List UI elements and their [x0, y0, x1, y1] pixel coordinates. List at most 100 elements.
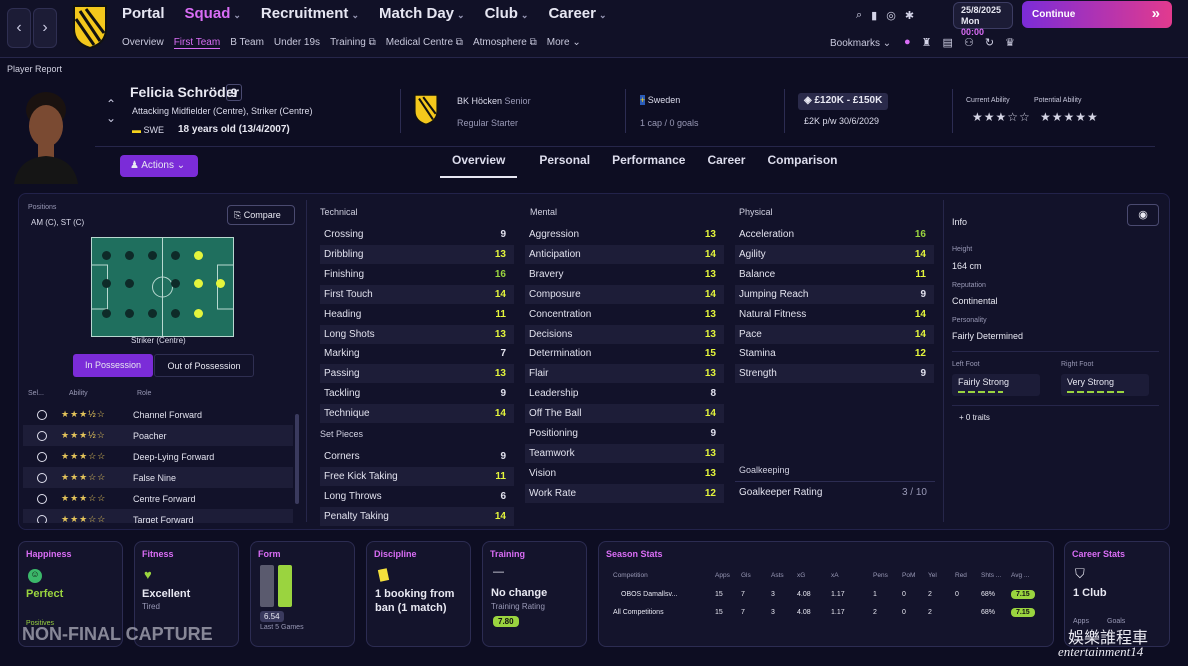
attribute-value: 14 — [704, 408, 716, 420]
training-card[interactable]: Training — No change Training Rating 7.8… — [482, 541, 587, 647]
fitness-card[interactable]: Fitness ♥ Excellent Tired — [134, 541, 239, 647]
attribute-value: 14 — [914, 328, 926, 340]
compare-button[interactable]: ⎘ Compare — [227, 205, 295, 225]
submenu-atmosphere-label: Atmosphere — [472, 37, 527, 48]
tab-overview[interactable]: Overview — [440, 153, 518, 178]
scrollbar[interactable] — [295, 414, 299, 504]
capture-watermark: NON-FINAL CAPTURE — [22, 624, 213, 644]
column-header: Apps — [715, 572, 730, 579]
date-display[interactable]: 25/8/2025 Mon 00:00 — [953, 2, 1013, 37]
role-row[interactable]: ★★★☆☆ Target Forward — [23, 509, 293, 523]
back-button[interactable]: ‹ — [7, 8, 31, 48]
actions-button[interactable]: ♟ Actions ⌄ — [120, 155, 198, 177]
submenu-more[interactable]: More ⌄ — [547, 37, 581, 49]
tab-bar: Overview Personal Performance Career Com… — [440, 153, 838, 178]
pitch-dot — [148, 251, 157, 260]
right-foot-box: Very Strong — [1061, 374, 1149, 396]
attribute-row: Passing 13 — [320, 364, 514, 384]
radio-button[interactable] — [37, 409, 47, 420]
stat-cell: 3 — [771, 609, 775, 616]
competition-name[interactable]: OBOS Damallsv... — [621, 591, 678, 598]
form-card[interactable]: Form 6.54 Last 5 Games — [250, 541, 355, 647]
refresh-icon[interactable]: ↻ — [984, 37, 995, 49]
menu-match-day[interactable]: Match Day ⌄ — [378, 5, 465, 22]
attribute-name: Bravery — [529, 268, 564, 280]
role-row[interactable]: ★★★☆☆ Deep-Lying Forward — [23, 446, 293, 467]
submenu-overview[interactable]: Overview — [122, 37, 164, 48]
happiness-value: Perfect — [26, 588, 64, 600]
attribute-value: 13 — [704, 368, 716, 380]
happiness-card[interactable]: Happiness ☺ Perfect Positives — [18, 541, 123, 647]
tab-personal[interactable]: Personal — [539, 153, 591, 167]
document-icon[interactable]: ▤ — [942, 37, 953, 49]
flag-icon: ▬ — [132, 125, 141, 135]
submenu-atmosphere[interactable]: Atmosphere ⧉ — [473, 37, 537, 49]
tab-performance[interactable]: Performance — [612, 153, 686, 167]
divider — [306, 200, 307, 522]
attribute-name: Balance — [739, 268, 776, 280]
chevron-down-icon: ⌄ — [233, 10, 241, 20]
nation-name[interactable]: Sweden — [647, 95, 681, 105]
divider — [952, 351, 1159, 352]
radio-button[interactable] — [37, 514, 47, 523]
stat-cell: 7.15 — [1011, 590, 1035, 599]
attribute-value: 6 — [500, 490, 506, 502]
stat-cell: 15 — [715, 591, 723, 598]
shirt-icon[interactable]: ♜ — [921, 37, 932, 49]
menu-recruitment[interactable]: Recruitment ⌄ — [260, 5, 359, 22]
attribute-name: Off The Ball — [529, 408, 582, 420]
bookmark-icons: ● ♜ ▤ ⚇ ↻ ♛ — [904, 36, 1015, 49]
submenu-medical-centre[interactable]: Medical Centre ⧉ — [386, 37, 463, 49]
clipboard-icon[interactable]: ▮ — [871, 10, 878, 22]
submenu-first-team[interactable]: First Team — [173, 37, 221, 49]
forward-button[interactable]: › — [33, 8, 57, 48]
stat-cell: 7 — [741, 591, 745, 598]
gear-icon[interactable]: ✱ — [904, 10, 915, 22]
tab-career[interactable]: Career — [707, 153, 746, 167]
season-stats-card[interactable]: Season Stats Competition Apps Gls Asts xG xA P… — [598, 541, 1054, 647]
attribute-name: Technique — [324, 408, 370, 420]
tab-comparison[interactable]: Comparison — [767, 153, 838, 167]
menu-club[interactable]: Club ⌄ — [484, 5, 529, 22]
role-row[interactable]: ★★★☆☆ False Nine — [23, 467, 293, 488]
submenu-training[interactable]: Training ⧉ — [330, 37, 376, 49]
role-row[interactable]: ★★★½☆ Poacher — [23, 425, 293, 446]
radio-button[interactable] — [37, 430, 47, 441]
hierarchy-icon[interactable]: ⚇ — [963, 37, 974, 49]
menu-career[interactable]: Career ⌄ — [548, 5, 607, 22]
attribute-name: Acceleration — [739, 229, 795, 240]
in-possession-toggle[interactable]: In Possession — [73, 354, 153, 377]
submenu-under-19s[interactable]: Under 19s — [273, 37, 321, 48]
goalkeeping-heading: Goalkeeping — [739, 465, 790, 475]
trophy-icon[interactable]: ♛ — [1005, 37, 1015, 49]
profile-icon-button[interactable]: ◉ — [1127, 204, 1159, 226]
chat-icon[interactable]: ● — [904, 36, 911, 48]
competition-name[interactable]: All Competitions — [613, 609, 664, 616]
submenu-b-team[interactable]: B Team — [230, 37, 264, 48]
menu-portal[interactable]: Portal — [122, 5, 165, 22]
pitch-dot-active — [194, 309, 203, 318]
attribute-name: Pace — [739, 328, 762, 340]
role-row[interactable]: ★★★☆☆ Centre Forward — [23, 488, 293, 509]
radio-button[interactable] — [37, 451, 47, 462]
out-of-possession-toggle[interactable]: Out of Possession — [154, 354, 254, 377]
attribute-value: 13 — [704, 447, 716, 459]
menu-squad[interactable]: Squad ⌄ — [184, 5, 241, 22]
search-icon[interactable]: ⌕ — [856, 9, 863, 21]
club-name[interactable]: BK Höcken — [457, 96, 503, 106]
bookmarks-dropdown[interactable]: Bookmarks ⌄ — [830, 38, 891, 49]
role-row[interactable]: ★★★½☆ Channel Forward — [23, 404, 293, 425]
chevron-down-icon: ⌄ — [457, 10, 465, 20]
career-stats-card[interactable]: Career Stats ⛉ 1 Club Apps Goals — [1064, 541, 1170, 647]
globe-icon[interactable]: ◎ — [886, 10, 896, 22]
attribute-row: Aggression 13 — [525, 225, 724, 244]
attribute-value: 9 — [500, 388, 506, 400]
radio-button[interactable] — [37, 493, 47, 504]
discipline-card[interactable]: Discipline 1 booking from ban (1 match) — [366, 541, 471, 647]
traits[interactable]: + 0 traits — [959, 413, 990, 422]
continue-button[interactable]: Continue » — [1022, 1, 1172, 28]
right-foot-label: Right Foot — [1061, 361, 1094, 368]
radio-button[interactable] — [37, 472, 47, 483]
player-nav-arrows[interactable]: ⌃ ⌄ — [106, 97, 117, 125]
attribute-name: Agility — [739, 248, 766, 260]
